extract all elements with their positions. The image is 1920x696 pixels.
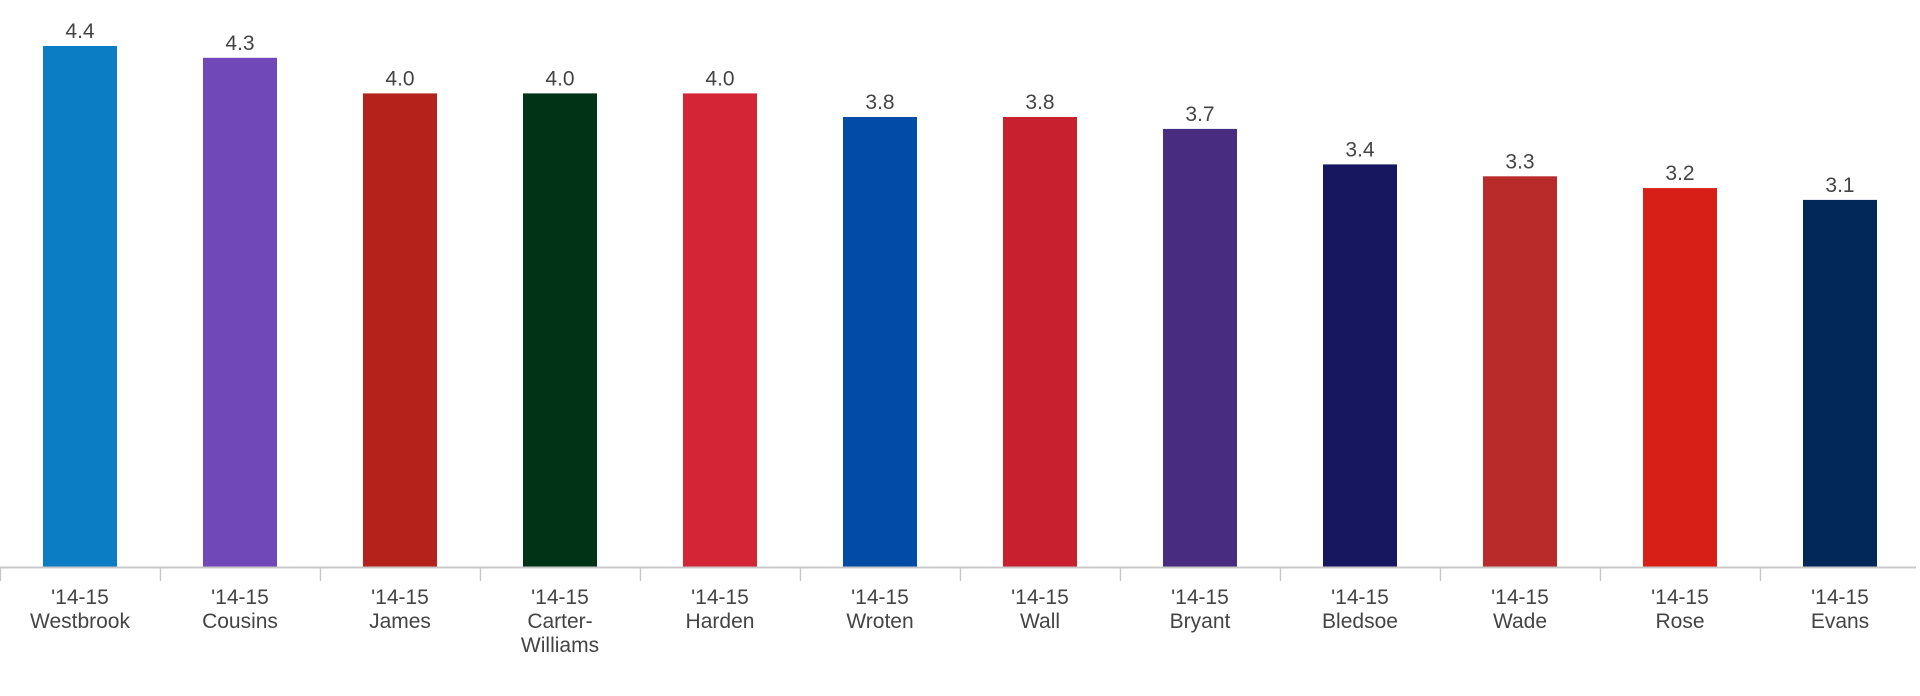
x-tick-label-line: '14-15 — [371, 586, 429, 609]
x-tick-label-line: '14-15 — [1171, 586, 1229, 609]
value-labels-layer: 4.4 4.3 4.0 4.0 4.0 3.8 3.8 3.7 3.4 3.3 3.2 3.1 — [65, 20, 1854, 197]
x-tick-label: '14-15 Wade — [1491, 586, 1549, 633]
bar-value-label: 4.0 — [705, 67, 734, 90]
bar — [523, 93, 597, 568]
bar-value-label: 3.2 — [1665, 162, 1694, 185]
bar-value-label: 4.0 — [545, 67, 574, 90]
x-tick-label: '14-15 Bledsoe — [1322, 586, 1398, 633]
bar — [843, 117, 917, 567]
bar — [683, 93, 757, 568]
bar — [1803, 199, 1877, 567]
bar — [1643, 188, 1717, 567]
x-tick-labels: '14-15 Westbrook'14-15 Cousins'14-15 James'… — [30, 586, 1869, 657]
bar — [1483, 176, 1557, 568]
x-tick-label-line: '14-15 — [691, 586, 749, 609]
x-tick-label-line: Evans — [1811, 610, 1869, 633]
bar-value-label: 3.1 — [1825, 174, 1854, 197]
x-tick-label-line: Cousins — [202, 610, 278, 633]
bar-value-label: 4.4 — [65, 20, 95, 43]
bar-value-label: 4.3 — [225, 32, 254, 55]
bar-value-label: 3.3 — [1505, 150, 1534, 173]
bar-value-label: 3.8 — [1025, 91, 1054, 114]
bar — [43, 46, 117, 567]
bar — [1003, 117, 1077, 567]
x-tick-label: '14-15 Wall — [1011, 586, 1069, 633]
x-tick-label-line: '14-15 — [531, 586, 589, 609]
x-tick-label: '14-15 Bryant — [1170, 586, 1231, 633]
x-tick-label-line: Wade — [1493, 610, 1547, 633]
bar-value-label: 3.7 — [1185, 103, 1214, 126]
bar-value-label: 3.4 — [1345, 138, 1375, 161]
x-tick-label: '14-15 Evans — [1811, 586, 1869, 633]
x-tick-label-line: Carter- — [527, 610, 592, 633]
x-tick-label-line: Bledsoe — [1322, 610, 1398, 633]
x-axis — [0, 566, 1916, 581]
x-tick-label-line: James — [369, 610, 431, 633]
x-tick-label-line: '14-15 — [211, 586, 269, 609]
x-tick-label: '14-15 Wroten — [846, 586, 913, 633]
bar — [203, 57, 277, 568]
x-tick-label-line: Wroten — [846, 610, 913, 633]
x-tick-label-line: '14-15 — [851, 586, 909, 609]
bar — [363, 93, 437, 568]
x-tick-label: '14-15 Cousins — [202, 586, 278, 633]
x-tick-label-line: Harden — [686, 610, 755, 633]
x-tick-label-line: Rose — [1655, 610, 1704, 633]
bar-value-label: 4.0 — [385, 67, 414, 90]
x-tick-label-line: '14-15 — [51, 586, 109, 609]
x-tick-label: '14-15 Carter-Williams — [521, 586, 599, 657]
x-tick-label-line: '14-15 — [1491, 586, 1549, 609]
x-tick-label: '14-15 Rose — [1651, 586, 1709, 633]
x-tick-label-line: '14-15 — [1651, 586, 1709, 609]
bar-value-label: 3.8 — [865, 91, 894, 114]
x-tick-label-line: Bryant — [1170, 610, 1231, 633]
x-tick-label: '14-15 Westbrook — [30, 586, 130, 633]
x-tick-label-line: Wall — [1020, 610, 1060, 633]
x-tick-label-line: '14-15 — [1011, 586, 1069, 609]
x-tick-label-line: Westbrook — [30, 610, 130, 633]
x-tick-label-line: '14-15 — [1331, 586, 1389, 609]
x-tick-label-line: Williams — [521, 634, 599, 657]
x-tick-label: '14-15 Harden — [686, 586, 755, 633]
bars-layer — [43, 46, 1877, 568]
x-tick-label: '14-15 James — [369, 586, 431, 633]
bar — [1163, 128, 1237, 567]
x-tick-label-line: '14-15 — [1811, 586, 1869, 609]
bar — [1323, 164, 1397, 567]
